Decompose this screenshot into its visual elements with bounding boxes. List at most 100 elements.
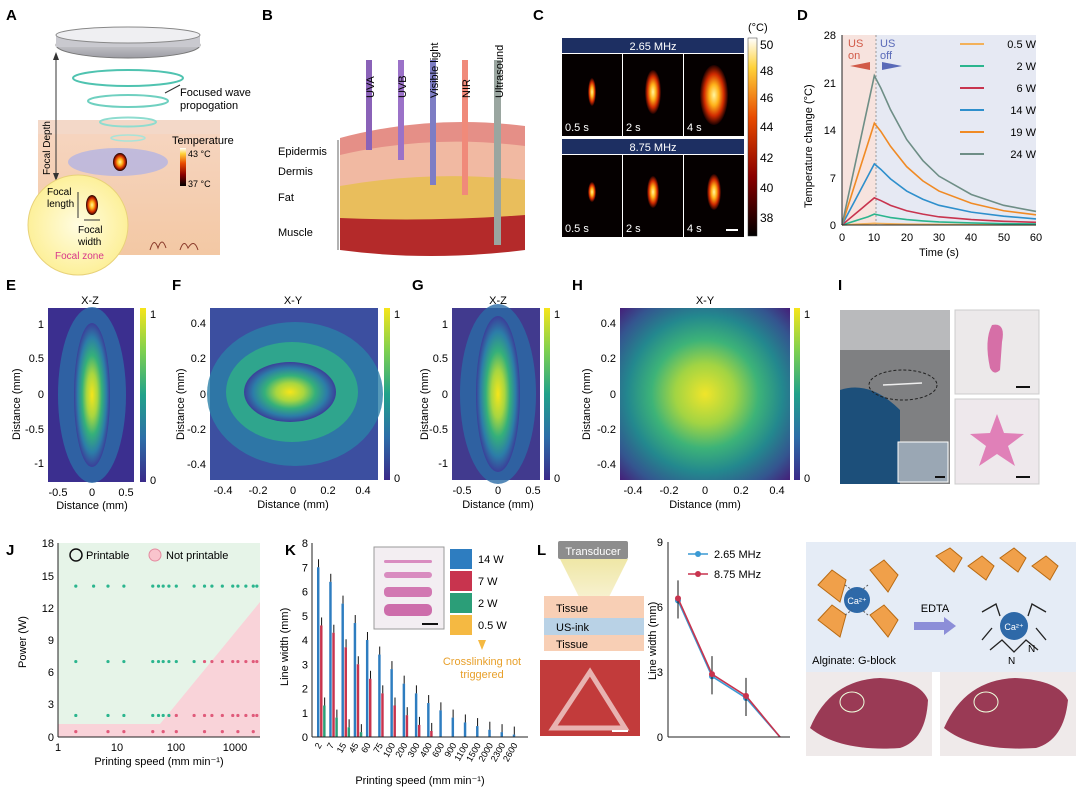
f-ytick: 0.4 bbox=[191, 318, 206, 330]
d-legend: 0.5 W 2 W 6 W 14 W 19 W 24 W bbox=[960, 39, 1037, 161]
temp-low: 37 °C bbox=[188, 179, 211, 189]
ca-ion-left bbox=[844, 587, 870, 613]
f-yticks: 0.4 0.2 0 -0.2 -0.4 bbox=[187, 318, 206, 471]
k-xtick: 15 bbox=[335, 741, 349, 755]
us-ink-label: US-ink bbox=[556, 622, 590, 634]
label-visible: Visible light bbox=[429, 43, 441, 98]
alginate-complex: Ca²⁺ bbox=[817, 559, 899, 638]
d-legend-label: 6 W bbox=[1016, 83, 1036, 95]
k-bar bbox=[393, 705, 396, 737]
k-ytick: 3 bbox=[302, 659, 308, 671]
k-bar bbox=[347, 727, 351, 737]
wave-label-2: propogation bbox=[180, 100, 238, 112]
ultrasound-beam bbox=[494, 60, 501, 245]
printed-line bbox=[882, 382, 923, 386]
focal-length-l1: Focal bbox=[47, 187, 71, 198]
d-xtick: 40 bbox=[965, 232, 977, 244]
g-block-right-2 bbox=[869, 604, 899, 638]
k-bar bbox=[356, 664, 360, 737]
printed-triangle bbox=[548, 667, 630, 731]
l-series bbox=[675, 580, 781, 738]
gel-mark-before bbox=[839, 691, 865, 713]
panel-letter-a: A bbox=[6, 7, 17, 24]
e-xtick: 0.5 bbox=[118, 487, 133, 499]
photo-scale-bar bbox=[612, 730, 628, 732]
photo-background bbox=[840, 310, 950, 350]
edta-n: N bbox=[1008, 656, 1015, 667]
panel-letter-d: D bbox=[797, 7, 808, 24]
g-ytick: 0 bbox=[442, 389, 448, 401]
j-point bbox=[167, 584, 171, 588]
k-bar bbox=[512, 734, 516, 737]
d-xtick: 10 bbox=[868, 232, 880, 244]
h-ytick: 0 bbox=[610, 389, 616, 401]
d-xtick: 50 bbox=[998, 232, 1010, 244]
k-ytick: 4 bbox=[302, 635, 308, 647]
j-point bbox=[202, 584, 207, 588]
j-point bbox=[122, 584, 126, 588]
k-bar bbox=[500, 732, 503, 737]
inset-scale-bar bbox=[935, 476, 945, 478]
j-xtick: 100 bbox=[167, 742, 185, 754]
j-xtick: 10 bbox=[111, 742, 123, 754]
g-ytick: -1 bbox=[438, 458, 448, 470]
drop-scale-bar bbox=[1016, 386, 1030, 388]
e-ylabel: Distance (mm) bbox=[11, 368, 23, 440]
k-xtick: 75 bbox=[371, 741, 385, 755]
h-map bbox=[620, 308, 790, 480]
legend-not: Not printable bbox=[166, 550, 228, 562]
panel-letter-l: L bbox=[537, 542, 546, 559]
j-point bbox=[251, 659, 255, 664]
panel-l: L Transducer Tissue US-ink Tissue 0 3 6 … bbox=[537, 537, 790, 744]
k-legend: 14 W 7 W 2 W 0.5 W bbox=[450, 549, 507, 635]
panel-letter-j: J bbox=[6, 542, 14, 559]
d-ytick: 28 bbox=[824, 30, 836, 42]
label-uvb: UVB bbox=[397, 75, 409, 98]
d-xtick: 20 bbox=[901, 232, 913, 244]
transducer-label: Transducer bbox=[565, 546, 621, 558]
freq2-label: 8.75 MHz bbox=[629, 142, 676, 154]
j-point bbox=[74, 659, 78, 664]
hot-spot bbox=[113, 153, 127, 171]
k-ytick: 2 bbox=[302, 684, 308, 696]
j-ylabel: Power (W) bbox=[17, 616, 29, 668]
k-bar bbox=[344, 647, 347, 737]
f-xticks: -0.4 -0.2 0 0.2 0.4 bbox=[214, 485, 371, 497]
wave-ring-4 bbox=[110, 134, 146, 142]
h-xtick: 0 bbox=[702, 485, 708, 497]
d-x-ticks: 0 10 20 30 40 50 60 bbox=[839, 232, 1042, 244]
label-dermis: Dermis bbox=[278, 166, 313, 178]
j-point bbox=[106, 584, 110, 588]
d-series-line bbox=[841, 196, 1037, 226]
k-bar bbox=[341, 603, 344, 737]
coordination bbox=[861, 584, 869, 591]
vessels bbox=[149, 241, 199, 251]
k-ytick: 0 bbox=[302, 732, 308, 744]
alginate-label: Alginate: G-block bbox=[812, 655, 896, 667]
l-series-line bbox=[677, 598, 781, 738]
j-xtick: 1000 bbox=[223, 742, 247, 754]
panel-letter-b: B bbox=[262, 7, 273, 24]
f-ytick: 0.2 bbox=[191, 353, 206, 365]
j-point bbox=[74, 730, 78, 734]
us-on-label-2: on bbox=[848, 50, 860, 62]
j-point bbox=[167, 659, 171, 664]
j-point bbox=[156, 584, 161, 588]
off-arrow bbox=[882, 62, 902, 70]
k-bar bbox=[320, 625, 323, 737]
e-colorbar bbox=[140, 308, 146, 482]
d-series-line bbox=[841, 162, 1037, 226]
g-cbar-0: 0 bbox=[554, 473, 560, 485]
edta-n: N bbox=[1028, 644, 1035, 655]
j-point bbox=[156, 659, 161, 664]
panel-g: G X-Z 1 0 1 0.5 0 -0.5 -1 -0.5 0 0.5 Dis… bbox=[412, 277, 560, 511]
label-epidermis: Epidermis bbox=[278, 146, 327, 158]
h-yticks: 0.4 0.2 0 -0.2 -0.4 bbox=[597, 318, 616, 471]
f-colorbar bbox=[384, 308, 390, 480]
panel-letter-h: H bbox=[572, 277, 583, 294]
h-xtick: -0.4 bbox=[624, 485, 643, 497]
g-block-left-1 bbox=[817, 569, 847, 603]
freq2-header bbox=[562, 139, 744, 154]
f-cbar-1: 1 bbox=[394, 309, 400, 321]
j-point bbox=[251, 713, 255, 718]
